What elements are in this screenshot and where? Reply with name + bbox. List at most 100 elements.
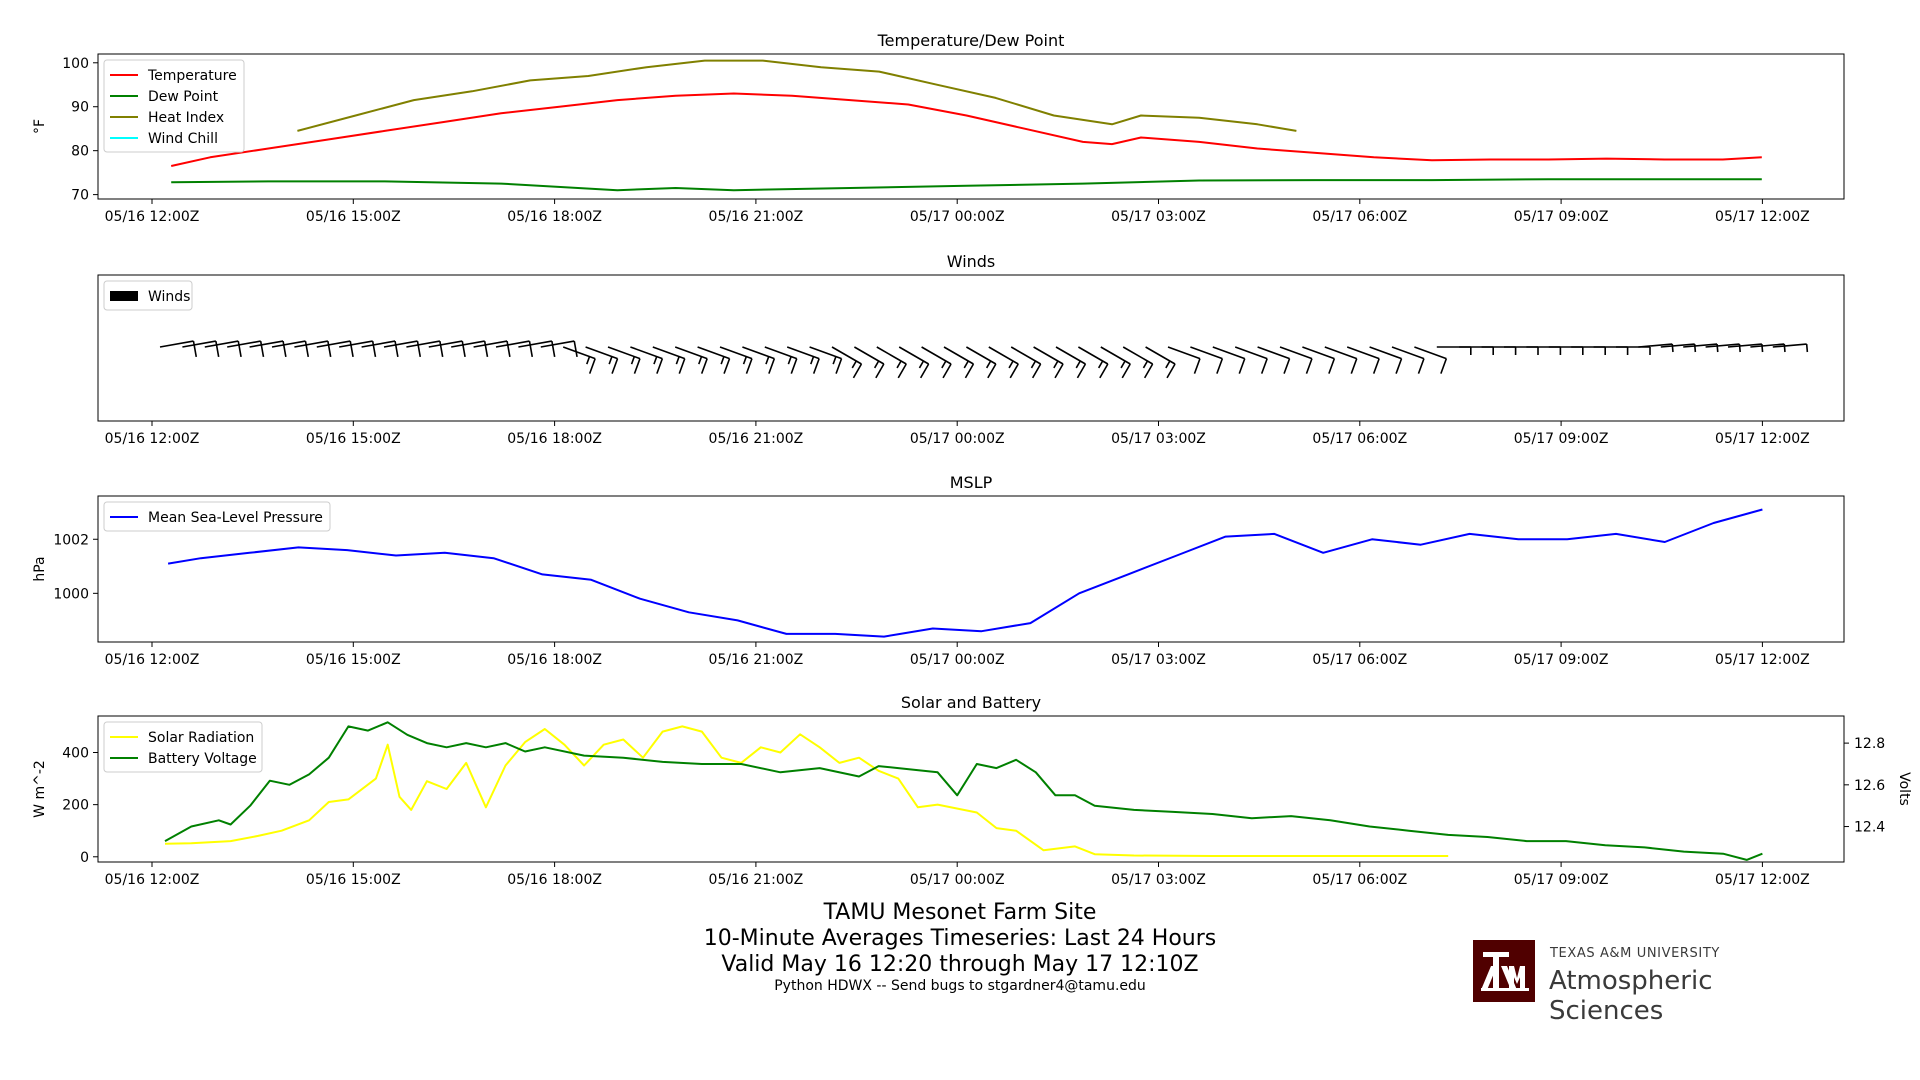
x-tick-label: 05/16 18:00Z	[507, 431, 602, 447]
wind-barb-flag	[1350, 358, 1358, 374]
wind-barb	[361, 340, 399, 357]
wind-barb	[1481, 346, 1517, 355]
wind-barb-shaft	[383, 340, 418, 348]
wind-barb	[988, 346, 1019, 379]
wind-barb	[1436, 346, 1472, 355]
wind-barb-flag	[327, 340, 332, 357]
wind-barb	[1010, 346, 1042, 379]
wind-barb-flag	[1099, 363, 1109, 379]
wind-barb	[227, 340, 265, 357]
wind-barb-half-flag	[1030, 360, 1037, 369]
wind-barb-shaft	[1683, 343, 1718, 348]
wind-barb	[540, 340, 578, 357]
wind-barb-flag	[1372, 358, 1380, 374]
wind-barb-flag	[1440, 358, 1448, 374]
wind-barb-shaft	[966, 346, 997, 365]
x-tick-label: 05/17 09:00Z	[1514, 872, 1609, 888]
wind-barb-shaft	[540, 340, 575, 348]
wind-barb-half-flag	[985, 360, 992, 369]
wind-barb-shaft	[988, 346, 1019, 365]
wind-barb-shaft	[1078, 346, 1109, 365]
x-tick-label: 05/16 21:00Z	[709, 872, 804, 888]
wind-barb-half-flag	[608, 356, 613, 365]
wind-barb-shaft	[898, 346, 930, 365]
wind-barb-flag	[1305, 358, 1313, 374]
wind-barb	[383, 340, 422, 357]
wind-barb-half-flag	[630, 356, 636, 365]
wind-barb	[854, 346, 885, 379]
wind-barb-shaft	[361, 340, 396, 348]
series-line-mean-sea-level-pressure	[167, 508, 1763, 638]
wind-barb-flag	[588, 358, 596, 374]
wind-barb	[473, 340, 511, 357]
series-line-battery-voltage	[164, 721, 1763, 861]
x-tick-label: 05/17 12:00Z	[1715, 872, 1810, 888]
wind-barb-half-flag	[1097, 360, 1104, 369]
wind-barb-flag	[439, 340, 444, 357]
wind-barb	[1078, 346, 1109, 379]
logo-university-name: TEXAS A&M UNIVERSITY	[1550, 946, 1720, 961]
wind-barb	[1100, 346, 1131, 379]
wind-barb-half-flag	[765, 356, 770, 365]
wind-barb	[518, 340, 556, 357]
wind-barb-half-flag	[1165, 360, 1171, 369]
wind-barb-flag	[1054, 363, 1064, 379]
wind-barb-shaft	[1727, 343, 1762, 348]
legend-label: Wind Chill	[148, 131, 218, 147]
legend-label: Solar Radiation	[148, 730, 254, 746]
wind-barb-shaft	[1055, 346, 1086, 365]
wind-barb	[1302, 346, 1336, 374]
wind-barb-shaft	[876, 346, 907, 365]
x-tick-label: 05/17 03:00Z	[1111, 209, 1206, 225]
wind-barb-shaft	[1705, 343, 1740, 348]
panel-title: MSLP	[950, 473, 993, 492]
y-tick-label: 90	[71, 100, 89, 116]
y-tick-label: 1000	[53, 586, 89, 602]
wind-barb-half-flag	[698, 356, 703, 365]
wind-barb-shaft	[1122, 346, 1154, 365]
wind-barb-shaft	[630, 346, 663, 360]
x-tick-label: 05/17 06:00Z	[1312, 872, 1407, 888]
logo-department-name: Atmospheric Sciences	[1549, 966, 1713, 1026]
x-tick-label: 05/16 18:00Z	[507, 209, 602, 225]
wind-barb-flag	[416, 340, 422, 357]
wind-barb-shaft	[1190, 346, 1223, 360]
wind-barb-flag	[1031, 363, 1042, 379]
wind-barb-flag	[394, 340, 399, 357]
wind-barb	[406, 340, 444, 357]
wind-barb	[1504, 346, 1539, 355]
legend: Solar Radiation Battery Voltage	[103, 721, 263, 773]
wind-barb	[1414, 346, 1448, 374]
wind-barb-shaft	[249, 340, 284, 348]
wind-barb	[1122, 346, 1154, 379]
wind-barb-flag	[942, 363, 952, 379]
wind-barb	[1257, 346, 1291, 374]
wind-barb	[809, 346, 843, 374]
wind-barb-flag	[349, 340, 354, 357]
wind-barb	[428, 340, 466, 357]
y-right-tick-label: 12.8	[1854, 736, 1885, 752]
wind-barb-shaft	[1660, 343, 1695, 348]
wind-barb	[1055, 346, 1087, 379]
y-axis-label: hPa	[32, 556, 48, 581]
wind-barb-flag	[656, 358, 664, 374]
wind-barb-flag	[551, 340, 556, 357]
wind-barb	[1616, 346, 1651, 355]
x-tick-label: 05/17 03:00Z	[1111, 872, 1206, 888]
wind-barb	[786, 346, 820, 374]
wind-barb-flag	[1216, 358, 1224, 374]
wind-barb-flag	[678, 358, 686, 374]
wind-barb	[1571, 346, 1606, 355]
legend-swatch	[110, 291, 138, 301]
wind-barb	[921, 346, 952, 379]
wind-barb-shaft	[1212, 346, 1246, 360]
wind-barb-half-flag	[1120, 360, 1126, 369]
wind-barb-flag	[192, 340, 198, 357]
x-tick-label: 05/16 18:00Z	[507, 872, 602, 888]
legend-box	[103, 280, 193, 311]
wind-barb-shaft	[831, 346, 862, 365]
wind-barb-shaft	[1033, 346, 1064, 365]
wind-barb	[674, 346, 708, 374]
wind-barb-flag	[919, 363, 930, 379]
